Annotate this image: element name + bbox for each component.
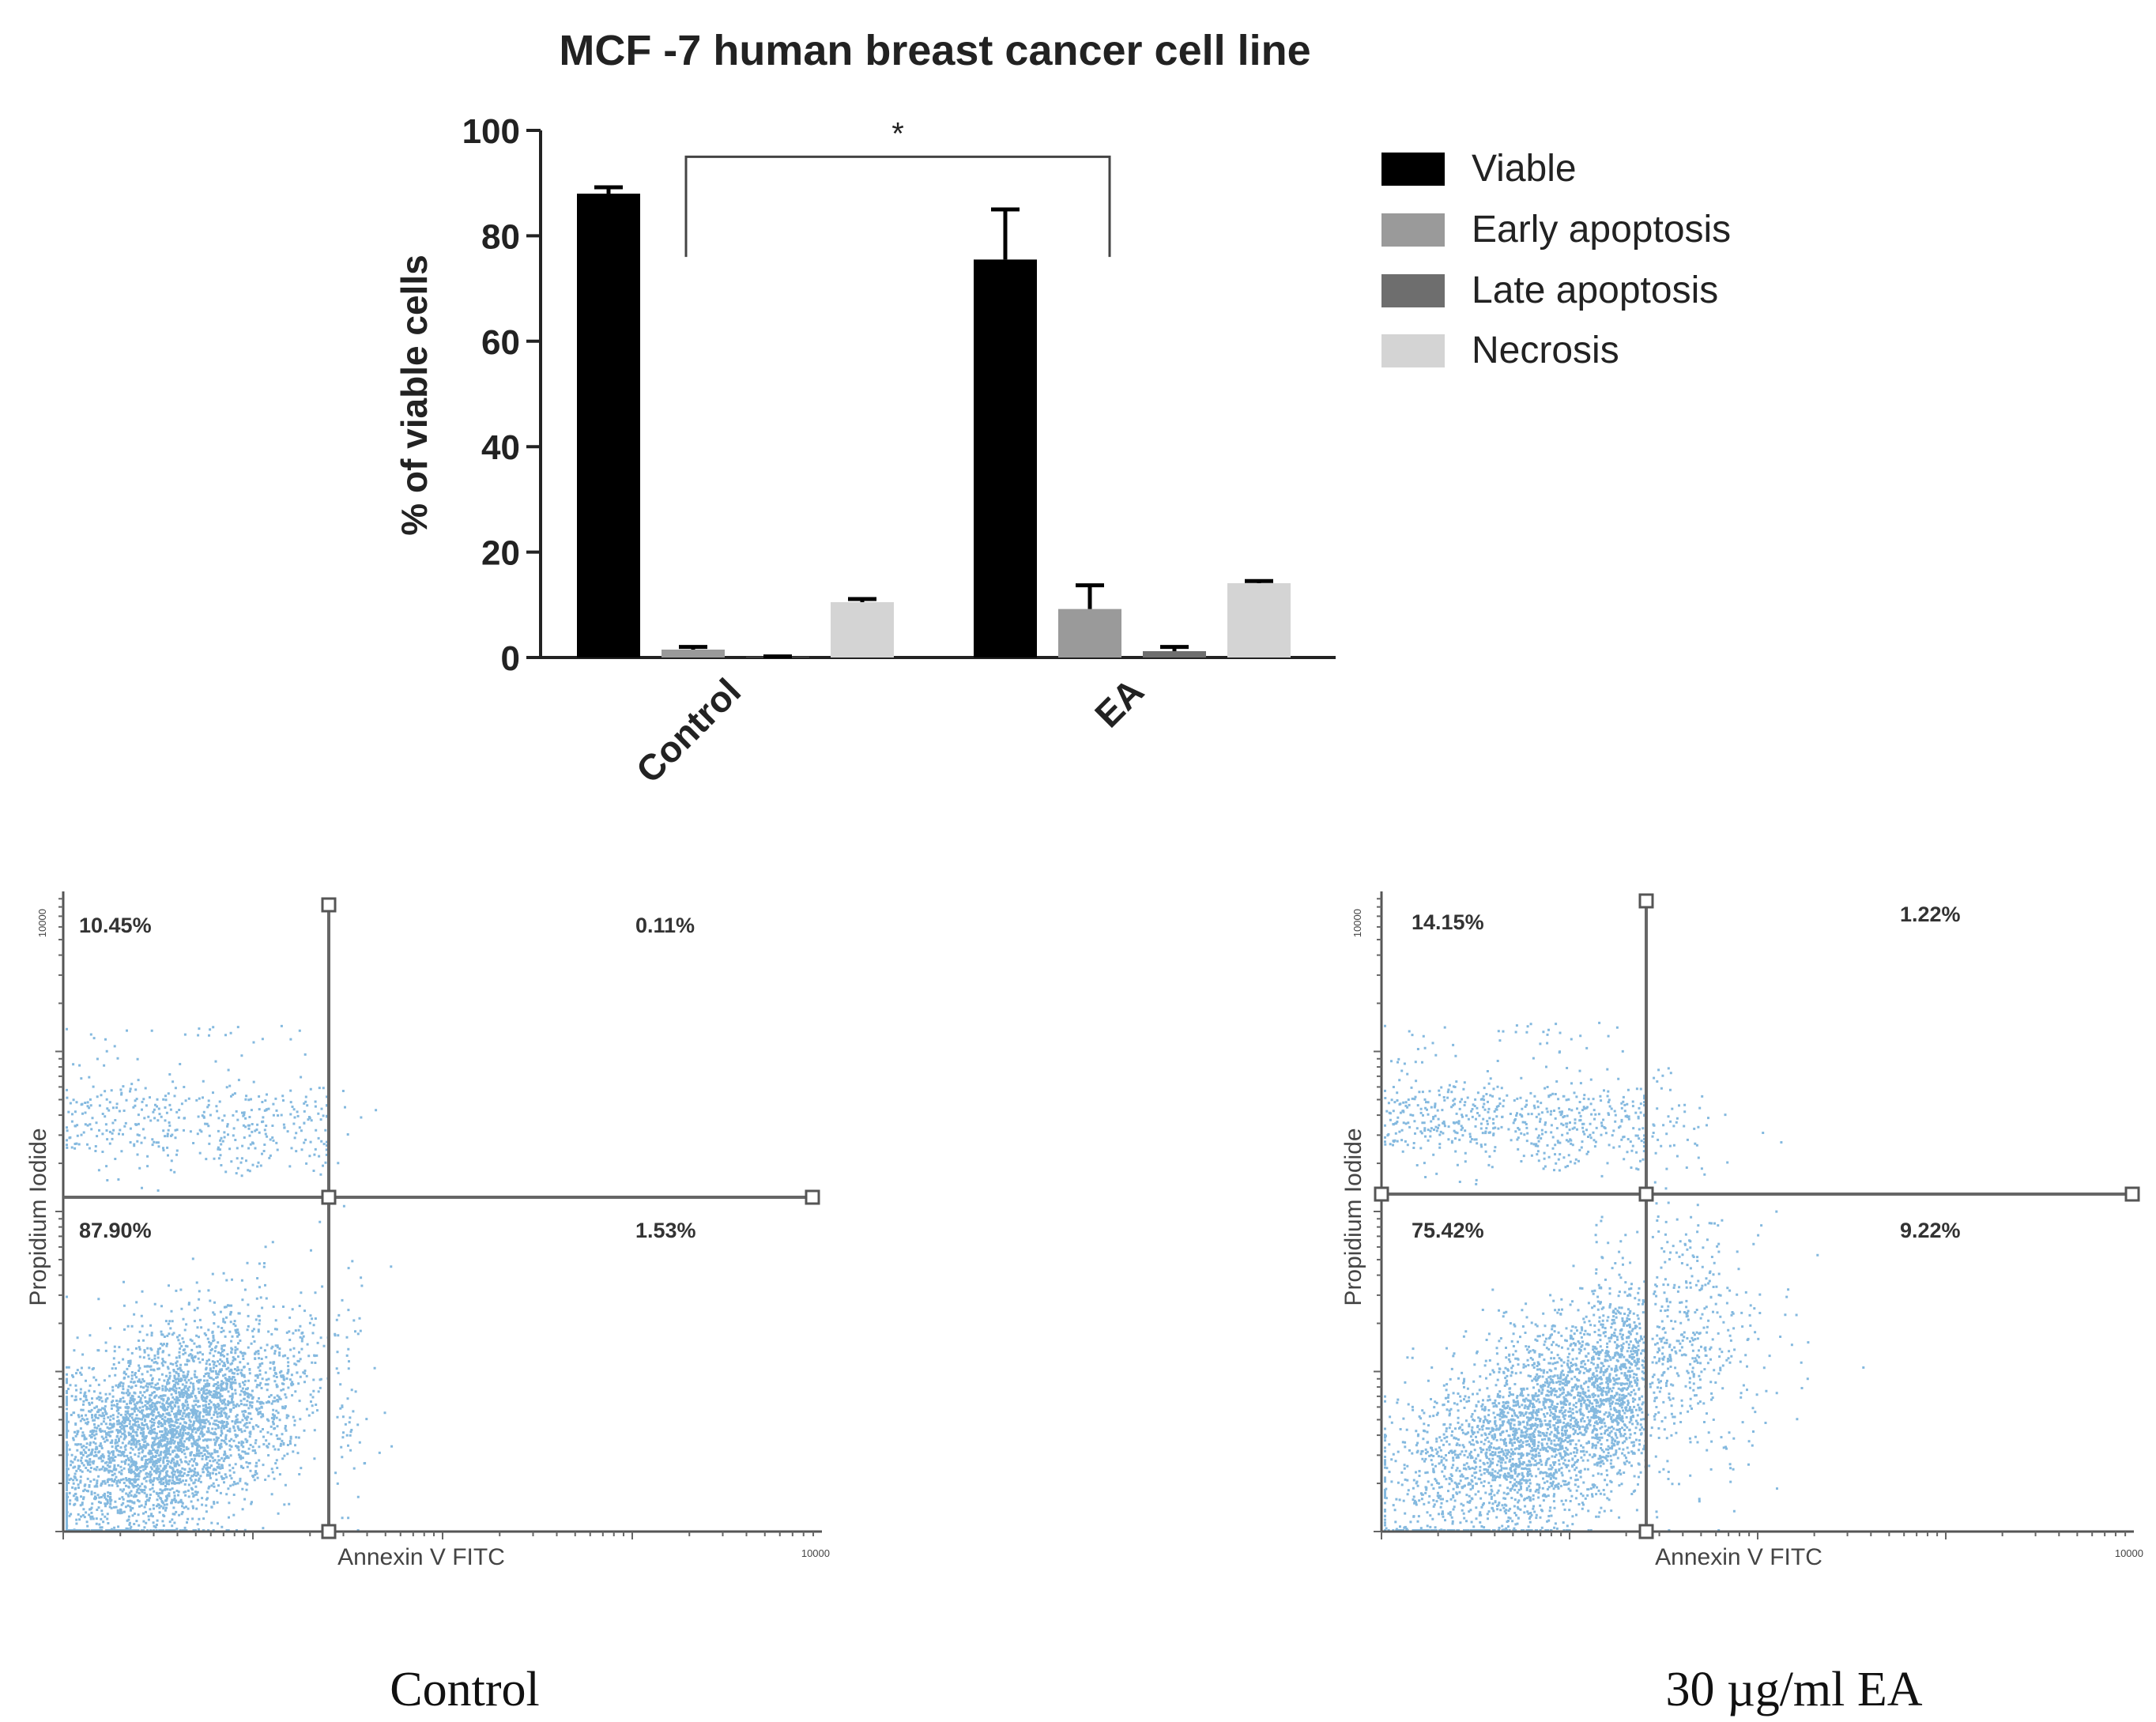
scatter-events <box>1384 1021 1865 1532</box>
gate-handle-center[interactable] <box>1638 1186 1654 1202</box>
significance-label: * <box>891 116 904 151</box>
bar-chart: MCF -7 human breast cancer cell line % o… <box>394 27 1731 791</box>
flow-x-label-ea: Annexin V FITC <box>1655 1544 1822 1570</box>
y-axis-label: % of viable cells <box>394 254 435 535</box>
flow-y-label-control: Propidium Iodide <box>25 1128 51 1306</box>
gate-handle-right[interactable] <box>805 1189 820 1205</box>
gate-handle-bottom[interactable] <box>1638 1524 1654 1539</box>
flow-caption-control: Control <box>390 1663 539 1716</box>
quadrant-lr-pct-ea: 9.22% <box>1900 1219 1961 1242</box>
flow-x-max-label-control: 10000 <box>801 1547 830 1559</box>
error-bar-ea-necrosis <box>1245 578 1273 583</box>
error-bar-control-necrosis <box>848 597 876 602</box>
scatter-events <box>66 1024 394 1532</box>
flow-x-ticks-control <box>62 1532 815 1539</box>
quadrant-ur-pct-ea: 1.22% <box>1900 902 1961 926</box>
y-tick-label: 40 <box>481 428 520 467</box>
quadrant-ll-pct-control: 87.90% <box>79 1219 152 1242</box>
gate-handle-center[interactable] <box>321 1189 337 1205</box>
y-axis-ticks: 0 20 40 60 80 100 <box>462 112 541 678</box>
gate-handle-top[interactable] <box>321 897 337 913</box>
gate-handle-bottom[interactable] <box>321 1524 337 1539</box>
bar-chart-title: MCF -7 human breast cancer cell line <box>559 27 1310 74</box>
flow-x-ticks-ea <box>1381 1532 2127 1539</box>
error-bar-control-early-apoptosis <box>679 645 707 650</box>
quadrant-lr-pct-control: 1.53% <box>635 1219 696 1242</box>
gate-handle-left[interactable] <box>1374 1186 1389 1202</box>
legend-label-late-apoptosis: Late apoptosis <box>1472 269 1718 311</box>
flow-x-label-control: Annexin V FITC <box>337 1544 505 1570</box>
legend-label-necrosis: Necrosis <box>1472 330 1619 371</box>
quadrant-ul-pct-ea: 14.15% <box>1412 910 1484 934</box>
y-tick-label: 20 <box>481 534 520 573</box>
scatter-points-control <box>66 1024 394 1532</box>
scatter-points-ea <box>1384 1021 1865 1532</box>
bar-control-viable <box>577 194 640 658</box>
flow-y-label-ea: Propidium Iodide <box>1340 1128 1366 1306</box>
quadrant-ur-pct-control: 0.11% <box>635 914 695 937</box>
legend-swatch-viable <box>1381 153 1445 186</box>
error-bar-control-late-apoptosis <box>763 654 792 659</box>
gate-handle-top[interactable] <box>1638 893 1654 909</box>
bars-group <box>577 185 1291 659</box>
y-tick-label: 0 <box>501 639 520 678</box>
y-tick-label: 80 <box>481 217 520 256</box>
y-tick-label: 100 <box>462 112 520 151</box>
quadrant-ll-pct-ea: 75.42% <box>1412 1219 1484 1242</box>
y-tick-label: 60 <box>481 323 520 362</box>
flow-caption-ea: 30 µg/ml EA <box>1665 1663 1922 1716</box>
legend-swatch-late-apoptosis <box>1381 274 1445 307</box>
legend-label-early-apoptosis: Early apoptosis <box>1472 209 1731 251</box>
error-bar-ea-late-apoptosis <box>1160 645 1189 651</box>
legend-swatch-early-apoptosis <box>1381 213 1445 247</box>
flow-y-ticks-control <box>55 898 63 1532</box>
x-tick-label-control: Control <box>628 670 748 790</box>
bar-control-early-apoptosis <box>662 649 725 658</box>
significance-line <box>684 155 1111 258</box>
bar-ea-viable <box>974 259 1037 658</box>
bar-ea-necrosis <box>1227 582 1291 658</box>
flow-plot-ea: 14.15% 1.22% 75.42% 9.22% Annexin V FITC… <box>1340 891 2143 1716</box>
bar-ea-early-apoptosis <box>1058 609 1121 658</box>
legend-swatch-necrosis <box>1381 334 1445 367</box>
error-bar-control-viable <box>594 185 623 194</box>
flow-y-max-label-ea: 10000 <box>1351 909 1363 937</box>
legend-label-viable: Viable <box>1472 148 1577 190</box>
bar-control-necrosis <box>831 601 894 658</box>
error-bar-ea-early-apoptosis <box>1076 583 1104 609</box>
flow-x-max-label-ea: 10000 <box>2115 1547 2143 1559</box>
legend: Viable Early apoptosis Late apoptosis Ne… <box>1381 148 1731 371</box>
flow-y-ticks-ea <box>1374 898 1381 1532</box>
significance-bracket: * <box>684 116 1111 258</box>
x-tick-label-ea: EA <box>1087 670 1152 735</box>
flow-plot-control: 10.45% 0.11% 87.90% 1.53% Annexin V FITC… <box>25 891 830 1716</box>
gate-handle-right[interactable] <box>2124 1186 2140 1202</box>
error-bar-ea-viable <box>991 207 1020 260</box>
flow-y-max-label-control: 10000 <box>36 909 48 937</box>
bar-ea-late-apoptosis <box>1143 650 1206 658</box>
quadrant-ul-pct-control: 10.45% <box>79 914 152 937</box>
